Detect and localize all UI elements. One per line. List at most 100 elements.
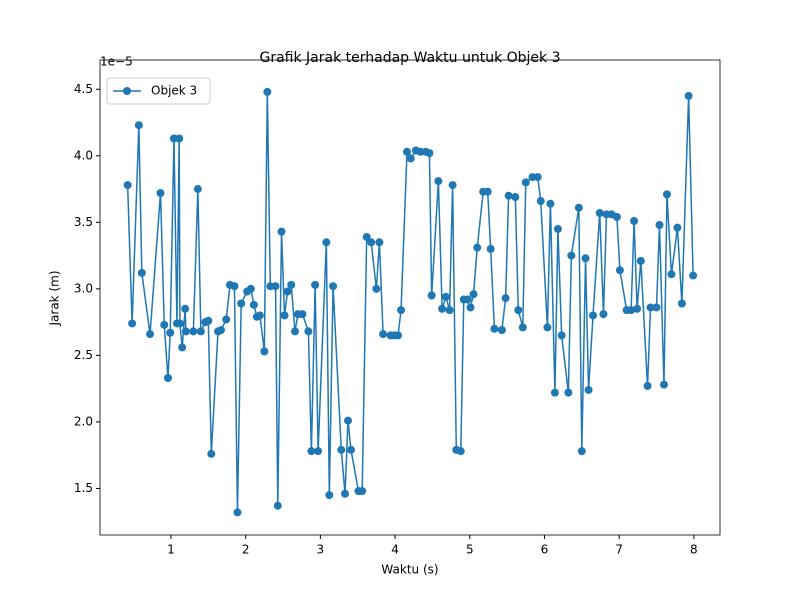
data-point [630, 216, 639, 225]
data-point [473, 243, 482, 252]
legend-box [106, 77, 211, 105]
data-point [553, 224, 562, 233]
data-point [304, 327, 313, 336]
data-point [134, 121, 143, 130]
data-point [567, 251, 576, 260]
data-point [298, 310, 307, 319]
data-point [486, 244, 495, 253]
data-point [483, 187, 492, 196]
y-tick-label: 4.0 [74, 148, 93, 162]
data-point [652, 303, 661, 312]
data-point [128, 319, 137, 328]
data-point [123, 181, 132, 190]
data-point [394, 331, 403, 340]
data-point [689, 271, 698, 280]
data-point [217, 326, 226, 335]
data-point [643, 381, 652, 390]
data-point [521, 178, 530, 187]
data-point [497, 326, 506, 335]
data-point [287, 280, 296, 289]
data-point [337, 445, 346, 454]
x-tick-label: 3 [317, 543, 325, 557]
data-point [181, 327, 190, 336]
data-point [504, 191, 513, 200]
data-point [636, 256, 645, 265]
data-point [673, 223, 682, 232]
y-axis-label: Jarak (m) [48, 271, 62, 327]
data-point [160, 320, 169, 329]
data-point [163, 373, 172, 382]
x-tick-label: 1 [167, 543, 175, 557]
data-point [627, 306, 636, 315]
data-point [233, 508, 242, 517]
data-point [341, 489, 350, 498]
data-point [290, 327, 299, 336]
data-point [438, 304, 447, 313]
x-tick-label: 5 [466, 543, 474, 557]
chart-title: Grafik Jarak terhadap Waktu untuk Objek … [259, 50, 560, 66]
data-point [518, 323, 527, 332]
data-point [325, 491, 334, 500]
data-point [273, 501, 282, 510]
y-tick-label: 2.0 [74, 414, 93, 428]
data-point [397, 306, 406, 315]
y-tick-label: 4.5 [74, 82, 93, 96]
data-point [659, 380, 668, 389]
data-point [362, 232, 371, 241]
data-point [344, 416, 352, 425]
data-point [595, 209, 604, 218]
data-point [204, 316, 213, 325]
x-tick-label: 7 [615, 543, 623, 557]
data-point [490, 324, 499, 333]
data-point [662, 190, 671, 199]
data-point [146, 330, 155, 339]
data-point [178, 343, 187, 352]
data-point [615, 266, 624, 275]
data-point [230, 282, 239, 291]
data-point [246, 284, 255, 293]
data-point [584, 385, 593, 394]
y-tick-label: 3.5 [74, 215, 93, 229]
legend-label: Objek 3 [151, 84, 197, 98]
data-point [283, 287, 292, 296]
data-point [358, 487, 367, 496]
y-offset-label: 1e−5 [100, 55, 133, 69]
data-point [463, 295, 472, 304]
data-point [511, 193, 520, 202]
data-point [207, 449, 216, 458]
data-point [577, 447, 586, 456]
y-tick-label: 3.0 [74, 281, 93, 295]
data-point [550, 388, 559, 397]
data-point [277, 227, 286, 236]
data-point [314, 447, 323, 456]
data-point [677, 299, 686, 308]
data-point [311, 280, 320, 289]
data-point [193, 185, 202, 194]
data-point [156, 189, 165, 198]
data-point [589, 311, 598, 320]
data-point [181, 304, 190, 313]
y-tick-label: 2.5 [74, 348, 93, 362]
data-point [379, 330, 388, 339]
data-point [263, 87, 272, 96]
data-point [581, 254, 590, 263]
data-point [271, 282, 280, 291]
plot-frame [99, 59, 721, 536]
x-tick-label: 2 [242, 543, 250, 557]
data-point [322, 238, 331, 247]
x-tick-label: 6 [541, 543, 549, 557]
data-point [514, 306, 523, 315]
data-point [564, 388, 573, 397]
data-point [456, 447, 465, 456]
y-tick-label: 1.5 [74, 481, 93, 495]
data-point [434, 177, 443, 186]
data-point [543, 323, 552, 332]
data-point [189, 327, 198, 336]
data-point [546, 199, 555, 208]
x-tick-label: 8 [690, 543, 698, 557]
data-point [427, 291, 436, 300]
data-point [574, 203, 583, 212]
data-point [249, 300, 258, 309]
data-point [406, 154, 415, 163]
